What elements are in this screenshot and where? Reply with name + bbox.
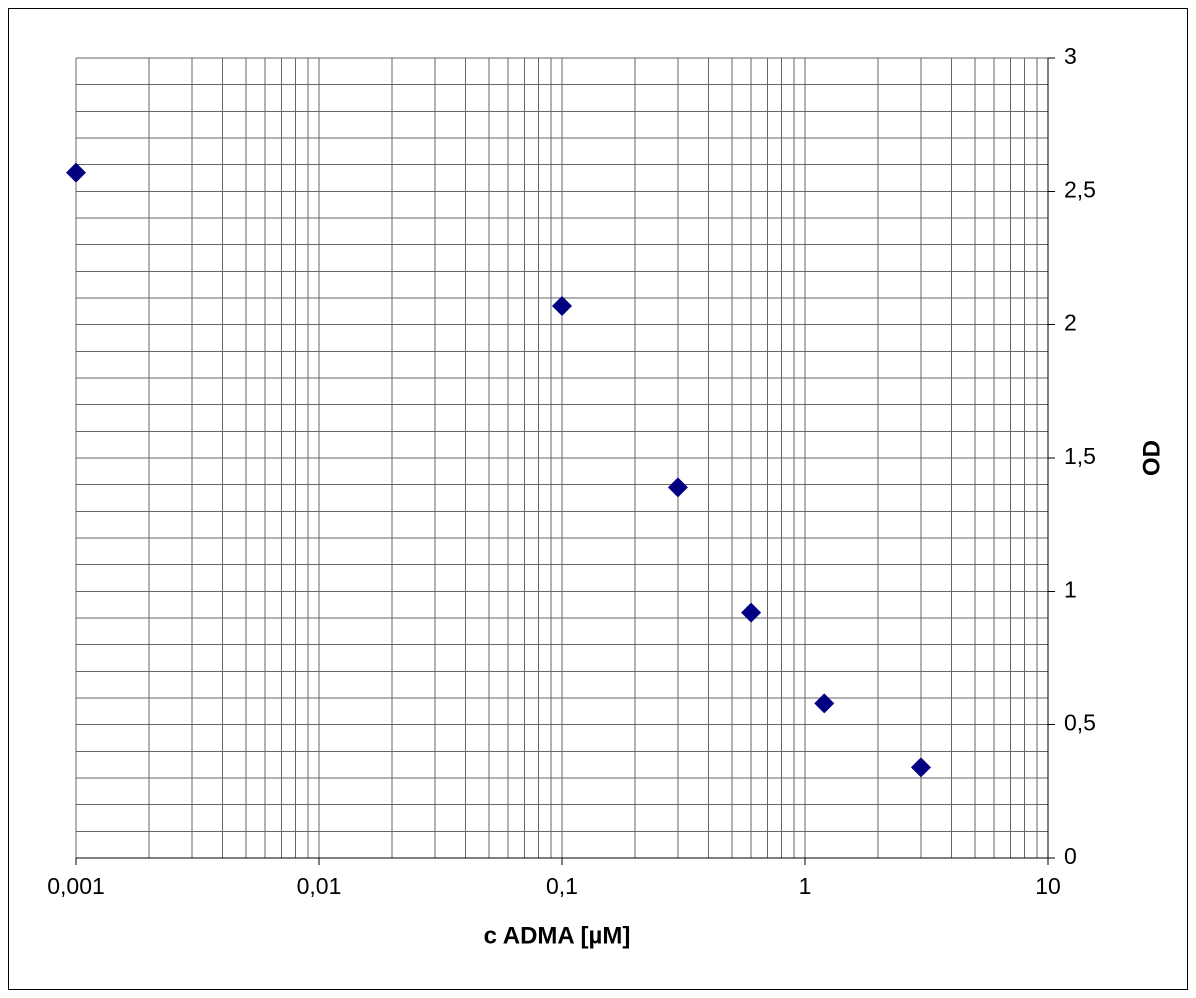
data-point	[814, 693, 835, 714]
y-tick-label: 1,5	[1064, 443, 1096, 469]
chart-border	[8, 8, 1188, 990]
y-tick-label: 2	[1064, 310, 1077, 336]
x-tick-label: 0,001	[47, 873, 105, 899]
y-tick-label: 0,5	[1064, 710, 1096, 736]
x-tick-label: 0,1	[546, 873, 578, 899]
data-point	[910, 757, 931, 778]
data-point	[66, 162, 86, 183]
x-axis-title: c ADMA [µM]	[484, 922, 631, 949]
y-tick-label: 2,5	[1064, 176, 1096, 202]
y-tick-label: 1	[1064, 576, 1077, 602]
y-axis-title: OD	[1138, 440, 1165, 476]
data-point	[667, 477, 688, 498]
data-point	[552, 296, 572, 316]
data-point	[741, 602, 762, 623]
y-tick-label: 3	[1064, 43, 1077, 69]
x-tick-label: 10	[1035, 873, 1061, 899]
x-tick-label: 1	[799, 873, 812, 899]
x-tick-label: 0,01	[297, 873, 342, 899]
y-tick-label: 0	[1064, 843, 1077, 869]
